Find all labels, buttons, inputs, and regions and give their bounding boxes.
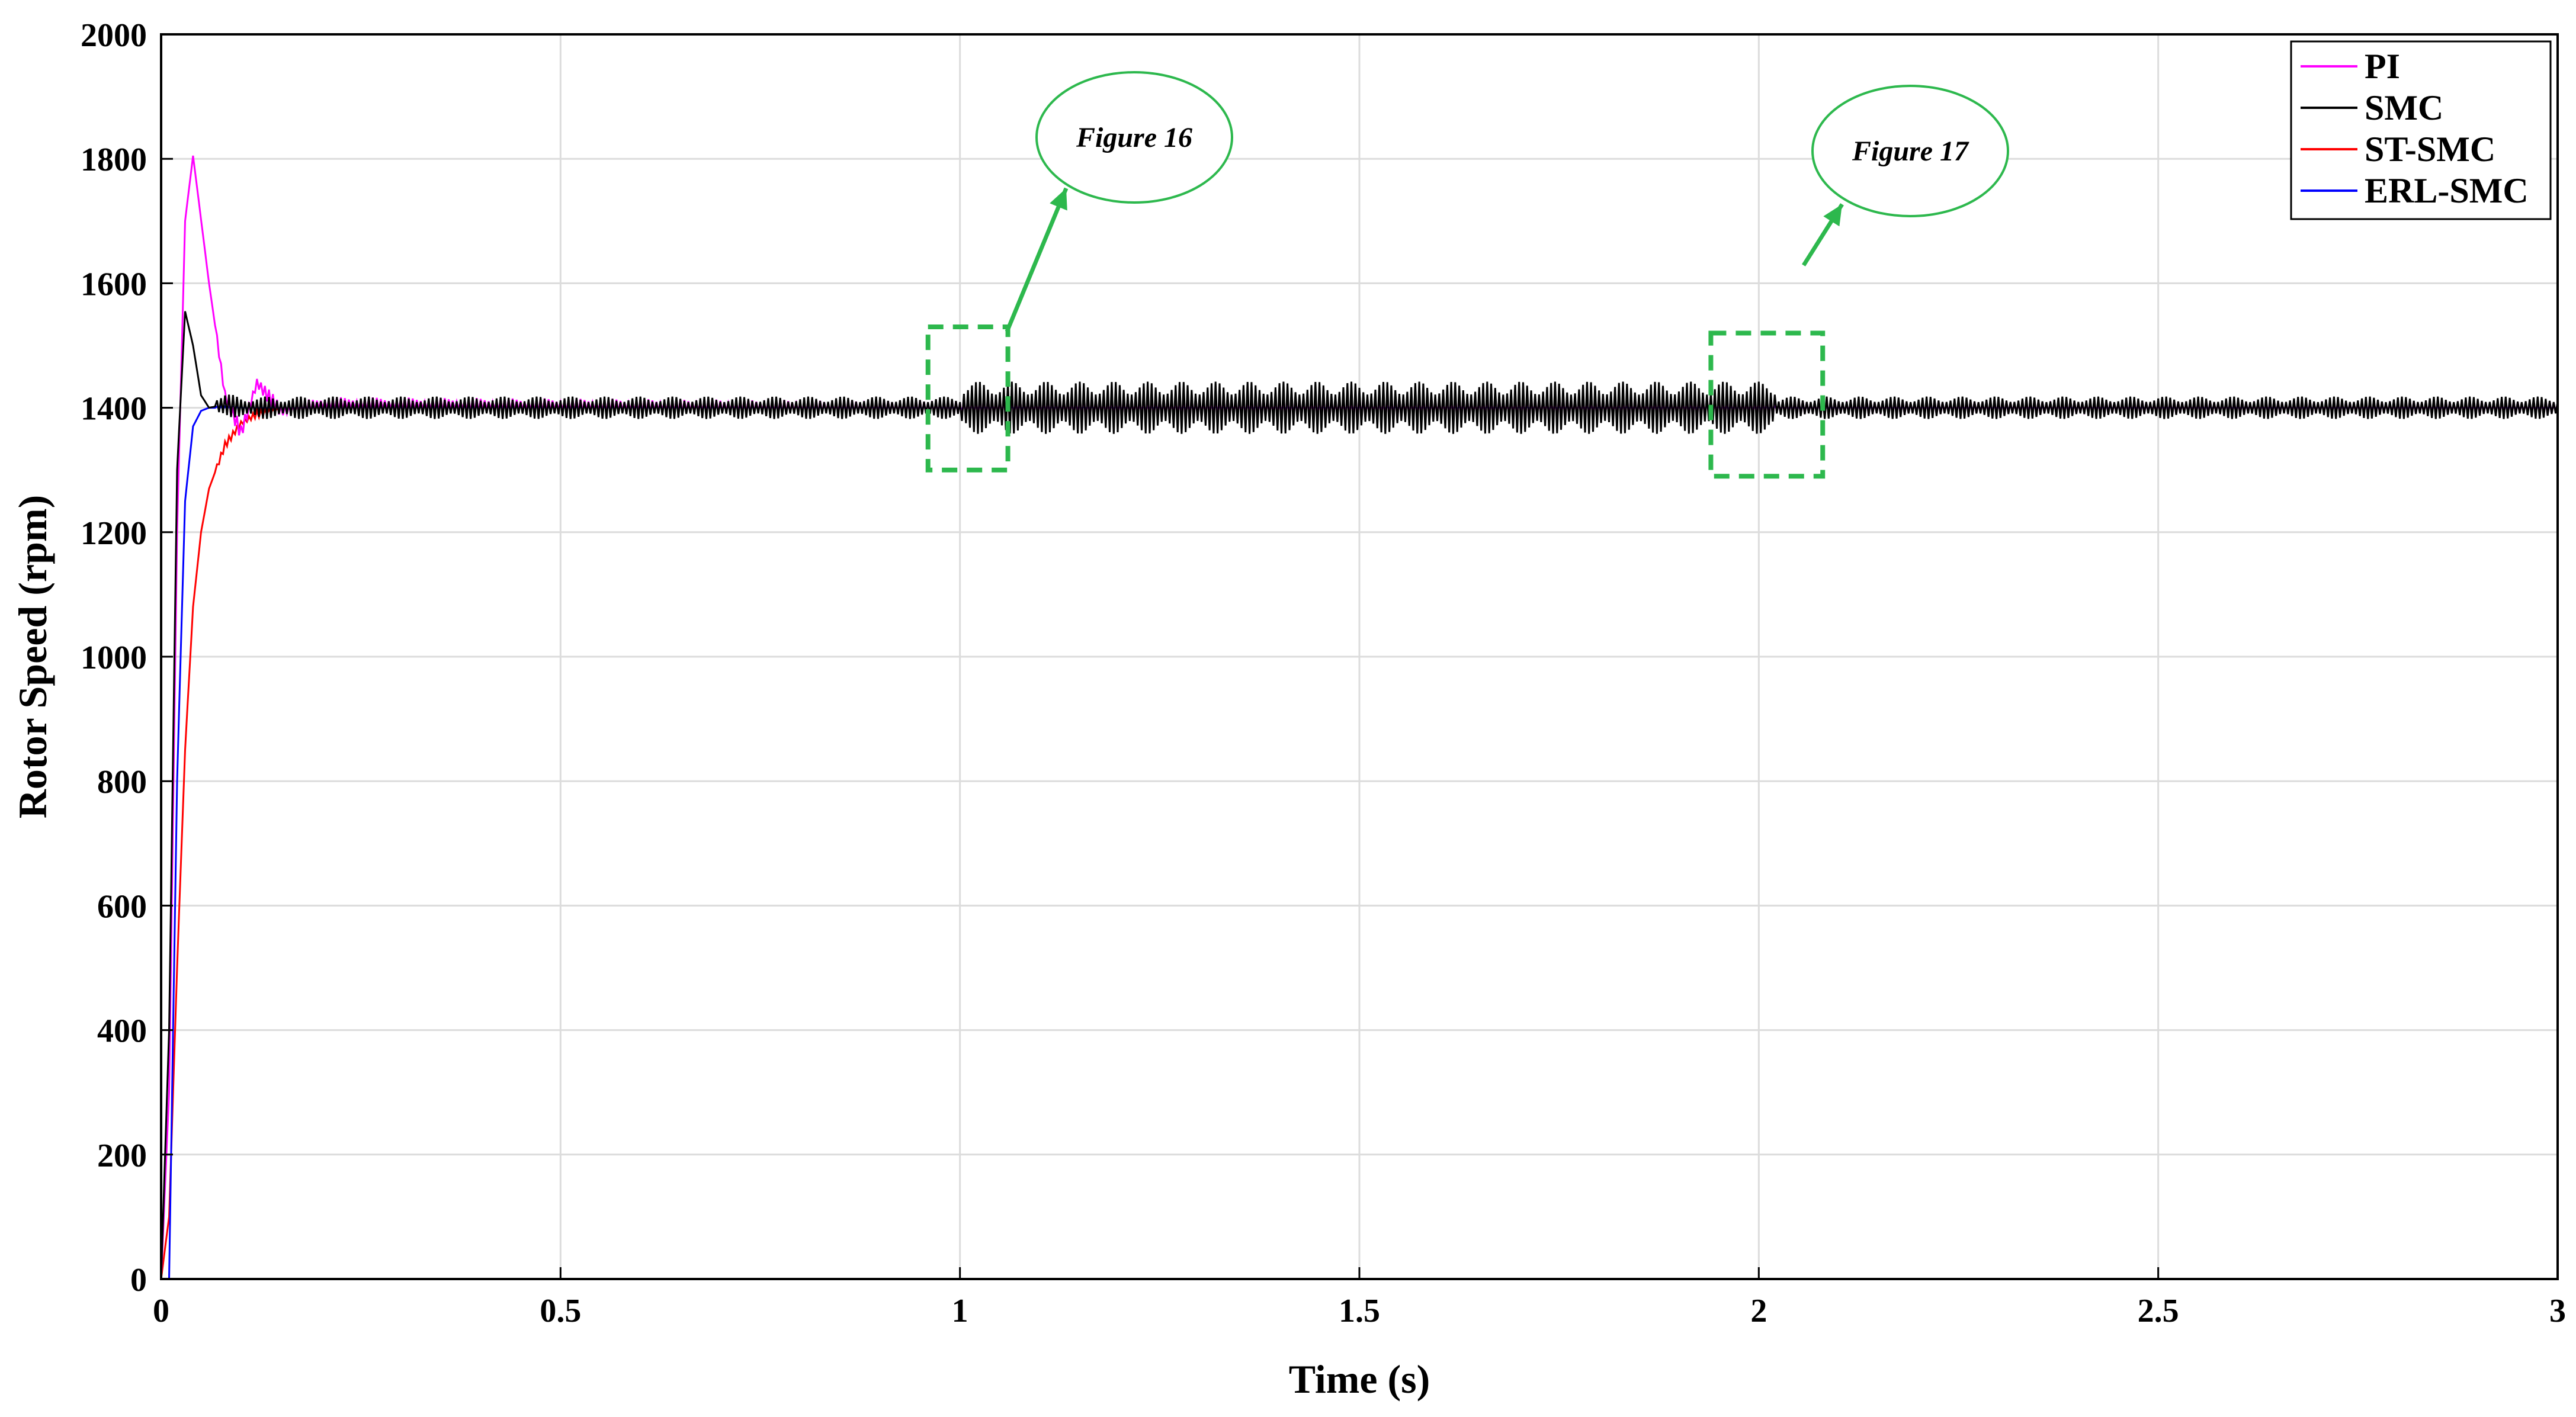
x-tick-label: 2 [1750, 1293, 1767, 1329]
legend-entry: ERL-SMC [2365, 171, 2529, 210]
y-tick-label: 800 [97, 764, 147, 801]
y-tick-label: 1800 [81, 142, 147, 178]
x-tick-label: 0.5 [540, 1293, 581, 1329]
y-tick-label: 1000 [81, 640, 147, 676]
tick-labels: 0 0.5 1 1.5 2 2.5 3 0 200 400 600 800 1000 1200 1400 16… [81, 17, 2566, 1329]
callout-label: Figure 17 [1852, 136, 1969, 167]
y-tick-label: 1400 [81, 391, 147, 428]
callout-ellipse [1811, 85, 2009, 217]
y-tick-label: 200 [97, 1138, 147, 1174]
x-tick-label: 2.5 [2138, 1293, 2179, 1329]
x-axis-label: Time (s) [1289, 1357, 1430, 1402]
callout-arrow [1005, 187, 1069, 333]
y-axis-label: Rotor Speed (rpm) [10, 495, 55, 818]
callout-label: Figure 16 [1076, 122, 1192, 153]
grid [160, 33, 2559, 1280]
zoom-region-box [925, 324, 1010, 473]
y-tick-label: 1200 [81, 515, 147, 552]
callout-arrow-head [1823, 204, 1842, 227]
x-tick-label: 3 [2549, 1293, 2566, 1329]
series-layer [160, 155, 2559, 1280]
y-tick-label: 600 [97, 888, 147, 925]
zoom-region-box [1708, 330, 1826, 479]
x-tick-label: 1 [952, 1293, 968, 1329]
y-tick-label: 2000 [81, 17, 147, 54]
legend-entry: ST-SMC [2365, 130, 2495, 169]
y-tick-label: 400 [97, 1013, 147, 1050]
callout-ellipse [1035, 71, 1233, 204]
x-tick-label: 0 [153, 1293, 169, 1329]
annotations: Figure 16 Figure 17 [925, 71, 2009, 479]
series-line-smc [160, 311, 2559, 1280]
y-tick-label: 1600 [81, 266, 147, 303]
x-tick-label: 1.5 [1339, 1293, 1380, 1329]
y-tick-label: 0 [130, 1262, 147, 1299]
legend-entry: PI [2365, 47, 2400, 86]
callout-arrow-head [1050, 188, 1067, 211]
legend-entry: SMC [2365, 88, 2443, 127]
